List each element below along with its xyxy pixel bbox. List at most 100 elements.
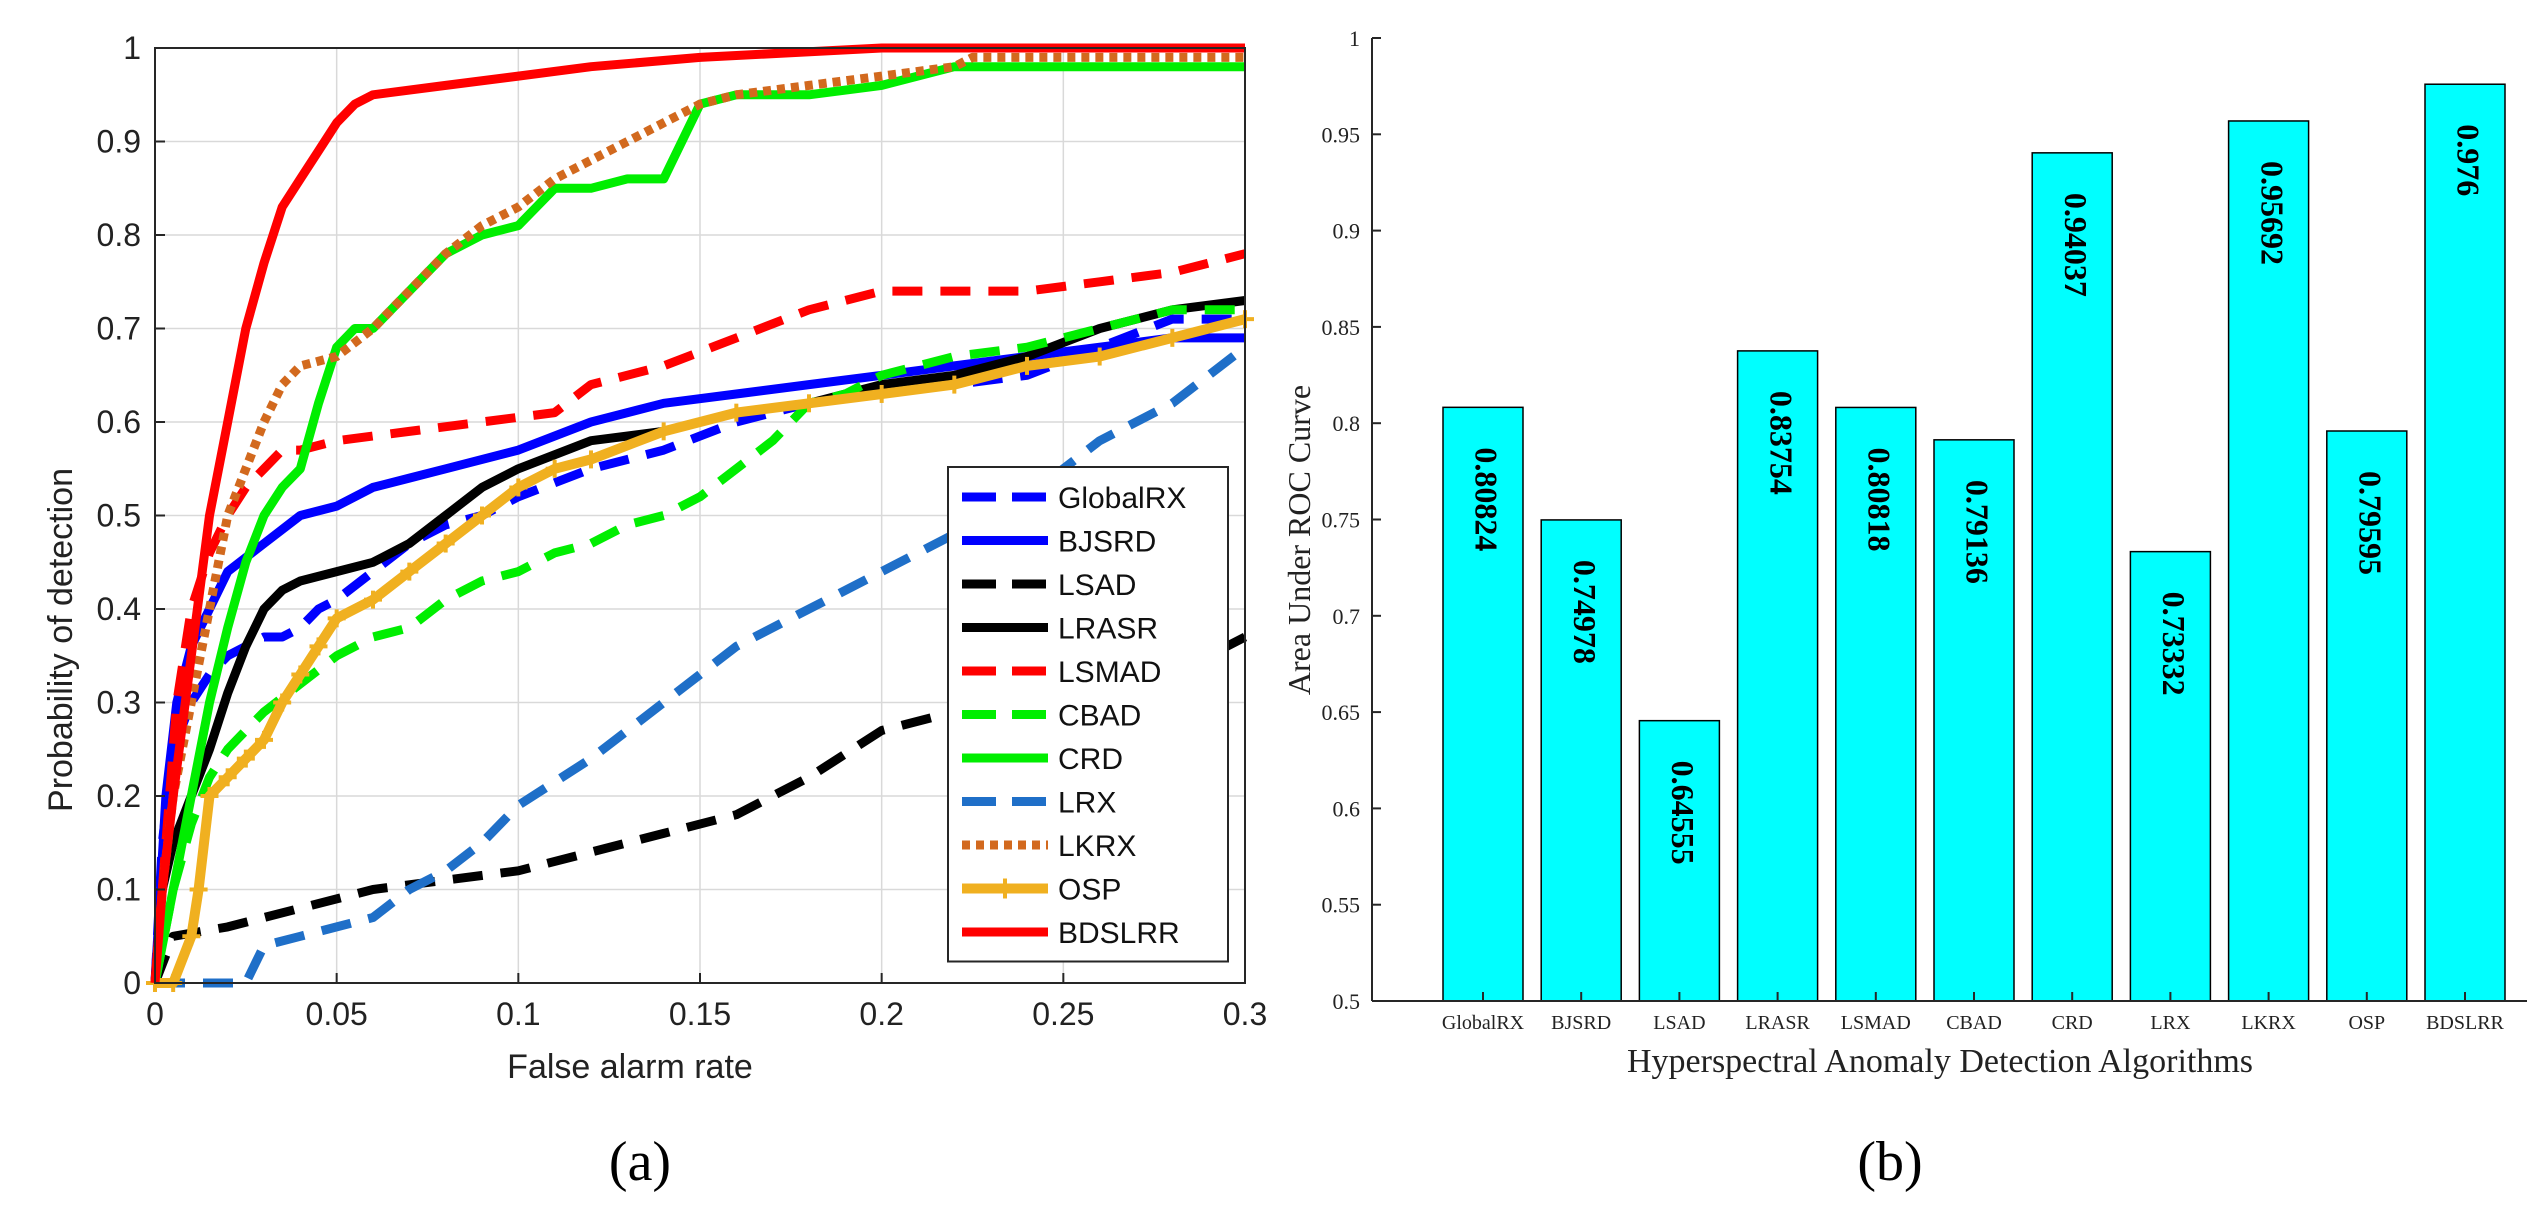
auc-y-tick-label: 0.65	[1322, 700, 1361, 725]
roc-legend-label: GlobalRX	[1058, 482, 1186, 515]
roc-x-tick-label: 0.05	[306, 996, 368, 1032]
roc-curve-bdslrr	[150, 43, 1245, 984]
auc-y-tick-label: 0.6	[1333, 796, 1361, 821]
roc-y-tick-label: 0.2	[97, 778, 141, 814]
roc-legend-entry: LRASR	[962, 613, 1158, 646]
auc-y-tick-label: 0.5	[1333, 989, 1361, 1014]
roc-y-tick-label: 0.8	[97, 217, 141, 253]
auc-x-tick-label: GlobalRX	[1442, 1012, 1525, 1034]
roc-point-osp	[1090, 347, 1109, 366]
auc-y-axis-label: Area Under ROC Curve	[1281, 385, 1317, 695]
auc-value-label: 0.73332	[2156, 592, 2192, 696]
auc-x-tick-label: CRD	[2052, 1012, 2093, 1034]
roc-point-osp	[1163, 328, 1182, 347]
roc-x-tick-label: 0.3	[1223, 996, 1267, 1032]
roc-legend-label: CBAD	[1058, 700, 1141, 733]
roc-point-osp	[654, 422, 673, 441]
roc-legend-label: BJSRD	[1058, 526, 1156, 559]
roc-legend-label: CRD	[1058, 743, 1123, 776]
auc-bar-chart: 0.80824 0.74978 0.64555 0.83754 0.80818 0.791…	[1281, 26, 2527, 1193]
roc-legend-label: LRX	[1058, 787, 1116, 820]
roc-curve-lrasr	[150, 296, 1246, 984]
roc-curve-lrx	[155, 343, 1248, 988]
auc-x-tick-label: OSP	[2348, 1012, 2385, 1034]
roc-legend-entry: LSMAD	[962, 656, 1161, 689]
auc-bar-lrx	[2129, 550, 2212, 1002]
roc-point-osp	[255, 730, 273, 749]
roc-point-osp	[1018, 356, 1036, 375]
auc-x-tick-label: LRX	[2150, 1012, 2191, 1034]
roc-curve-lkrx	[150, 52, 1245, 984]
roc-y-tick-label: 1	[123, 30, 141, 66]
roc-curves	[146, 43, 1254, 992]
roc-point-osp	[509, 478, 528, 497]
auc-bar-cbad	[1933, 439, 2015, 1002]
auc-y-tick-label: 0.95	[1322, 122, 1361, 147]
roc-y-tick-label: 0.5	[97, 498, 141, 534]
auc-x-tick-label: LSAD	[1653, 1012, 1705, 1034]
roc-y-tick-label: 0.4	[97, 591, 141, 627]
auc-y-tick-label: 0.75	[1322, 508, 1361, 533]
roc-x-tick-label: 0.15	[669, 996, 731, 1032]
auc-x-tick-label: CBAD	[1946, 1012, 2002, 1034]
roc-y-ticks: 0 0.1 0.2 0.3 0.4 0.5 0.6 0.7 0.8 0.9 1	[97, 30, 165, 1001]
panel-label-b: (b)	[1857, 1131, 1922, 1193]
roc-point-osp	[327, 609, 346, 628]
roc-y-tick-label: 0.6	[97, 404, 141, 440]
panel-label-a: (a)	[609, 1131, 671, 1193]
auc-bar-lkrx	[2227, 120, 2310, 1002]
auc-bar-crd	[2031, 152, 2113, 1002]
roc-legend-label: LRASR	[1058, 613, 1158, 646]
roc-legend-entry: OSP	[962, 874, 1121, 907]
roc-x-tick-label: 0.2	[859, 996, 903, 1032]
roc-point-osp	[436, 534, 455, 553]
auc-value-label: 0.79595	[2352, 471, 2388, 575]
auc-bar-globalrx	[1442, 406, 1524, 1002]
roc-point-osp	[582, 450, 600, 469]
roc-point-osp	[400, 562, 419, 581]
roc-point-osp	[236, 749, 255, 768]
auc-y-tick-label: 0.85	[1322, 315, 1361, 340]
auc-bar-osp	[2326, 430, 2408, 1002]
roc-point-osp	[800, 394, 818, 413]
auc-value-label: 0.64555	[1665, 761, 1701, 865]
auc-x-axis-label: Hyperspectral Anomaly Detection Algorith…	[1627, 1043, 2253, 1080]
roc-point-osp	[291, 665, 310, 684]
auc-value-label: 0.83754	[1763, 391, 1799, 495]
roc-point-osp	[200, 787, 219, 805]
auc-value-label: 0.80818	[1861, 447, 1897, 551]
auc-value-label: 0.94037	[2058, 193, 2094, 297]
auc-bar-bdslrr	[2424, 83, 2506, 1002]
roc-point-osp	[182, 927, 201, 946]
auc-bar-lrasr	[1736, 350, 1819, 1002]
auc-y-tick-label: 0.7	[1333, 604, 1361, 629]
auc-value-label: 0.74978	[1567, 560, 1603, 664]
roc-legend-entry: GlobalRX	[962, 482, 1186, 515]
roc-point-osp	[545, 459, 564, 478]
roc-point-osp	[189, 880, 208, 899]
roc-legend-entry: BDSLRR	[962, 917, 1180, 950]
roc-curve-osp	[155, 314, 1247, 988]
auc-y-tick-label: 1	[1349, 26, 1360, 51]
roc-curve-lsmad	[150, 249, 1247, 984]
auc-y-tick-label: 0.9	[1333, 219, 1361, 244]
roc-legend: GlobalRX BJSRD LSAD LRASR LSMAD CBAD CRD LRX LKR…	[947, 466, 1229, 963]
roc-x-tick-label: 0.25	[1032, 996, 1094, 1032]
roc-legend-entry: LRX	[962, 787, 1116, 820]
roc-point-osp	[473, 506, 491, 525]
roc-y-axis-label: Probability of detection	[42, 468, 80, 812]
auc-bar-bjsrd	[1540, 519, 1622, 1002]
roc-line-chart: 0 0.05 0.1 0.15 0.2 0.25 0.3 00.10.20.30.40.50…	[42, 30, 1267, 1193]
auc-y-ticks: 0.5 0.55 0.6 0.65 0.7 0.75 0.8 0.85 0.9 0.95 1	[1322, 26, 1381, 1014]
roc-x-tick-label: 0.1	[496, 996, 540, 1032]
roc-x-tick-label: 0	[146, 996, 164, 1032]
auc-x-tick-label: BDSLRR	[2426, 1012, 2504, 1034]
roc-point-osp	[727, 403, 746, 422]
auc-x-tick-label: BJSRD	[1551, 1012, 1611, 1034]
roc-point-osp	[945, 375, 964, 394]
auc-value-label: 0.95692	[2254, 161, 2290, 265]
roc-point-osp	[309, 637, 328, 656]
roc-legend-entry: CBAD	[962, 700, 1141, 733]
auc-bar-lsad	[1638, 719, 1721, 1002]
